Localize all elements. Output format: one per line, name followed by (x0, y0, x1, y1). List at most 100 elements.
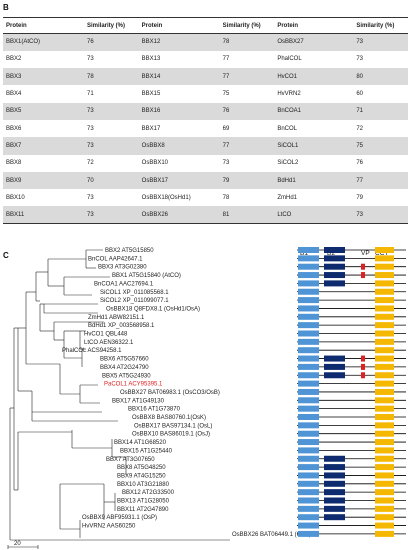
leaf-label: BBX3 AT3G02380 (98, 265, 147, 271)
table-cell: BBX8 (6, 160, 22, 167)
b-box1-domain (298, 430, 319, 437)
table-cell: 78 (84, 68, 139, 86)
table-cell: BBX17 (141, 125, 161, 132)
b-box1-domain (298, 447, 319, 454)
leaf-label: BBX1 AT5G15840 (AtCO) (112, 273, 181, 279)
b-box2-domain (324, 255, 345, 262)
domain-row (297, 414, 406, 420)
leaf-label: BBX2 AT5G15850 (105, 248, 154, 254)
domain-row (297, 247, 406, 253)
domain-row (297, 480, 406, 487)
domain-row (297, 447, 406, 454)
cct-domain (375, 414, 394, 420)
b-box1-domain (298, 422, 319, 429)
table-cell: 77 (222, 56, 230, 63)
table-cell: BBX11 (3, 206, 84, 225)
b-box2-domain (324, 263, 345, 270)
domain-row (297, 505, 406, 512)
cct-domain (375, 330, 394, 337)
cct-domain (375, 297, 394, 304)
leaf-label: BBX9 AT4G15250 (117, 473, 166, 479)
cct-domain (375, 272, 394, 279)
domain-row (297, 522, 406, 529)
domain-row (297, 405, 406, 412)
cct-domain (375, 397, 394, 404)
domain-row (297, 355, 406, 362)
b-box2-domain (324, 363, 345, 370)
table-cell: BBX9 (3, 171, 84, 190)
leaf-label: BBX4 AT2G24790 (100, 365, 149, 371)
table-cell: 73 (353, 33, 408, 51)
table-cell: 73 (87, 125, 94, 132)
domain-row (297, 530, 406, 537)
cct-domain (375, 439, 394, 446)
table-cell: ZmHd1 (277, 194, 298, 201)
table-cell: BBX16 (138, 102, 220, 120)
vp-motif (361, 372, 365, 379)
cct-domain (375, 255, 394, 262)
leaf-label: LtCO AEN36322.1 (84, 340, 134, 346)
table-cell: 72 (87, 160, 94, 167)
tree-branches (7, 249, 230, 549)
cct-domain (375, 355, 394, 362)
cct-domain (375, 464, 394, 471)
leaf-label: SiCOL1 XP_011085568.1 (100, 290, 169, 296)
b-box2-domain (324, 489, 345, 496)
cct-domain (375, 305, 394, 312)
domain-row (297, 497, 406, 504)
table-cell: OsBBX17 (138, 171, 220, 190)
b-box1-domain (298, 397, 319, 404)
leaf-label: ZmHd1 ABW82151.1 (88, 315, 145, 321)
b-box1-domain (298, 313, 319, 320)
b-box2-domain (324, 247, 345, 253)
table-cell: 77 (219, 137, 275, 155)
b-box2-domain (324, 464, 345, 471)
leaf-label: HvCO1 QBL448 (84, 332, 128, 338)
leaf-label: OsBBX17 BAS97134.1 (OsL) (134, 423, 212, 429)
table-cell: 73 (87, 56, 94, 63)
leaf-label: OsBBX18 Q8FDX8.1 (OsHd1/OsA) (106, 306, 200, 312)
cct-domain (375, 313, 394, 320)
leaf-label: BBX6 AT5G57660 (100, 357, 149, 363)
cct-domain (375, 338, 394, 345)
b-box1-domain (298, 255, 319, 262)
b-box2-domain (324, 455, 345, 462)
leaf-label: OsBBX9 ABF95931.1 (OsP) (82, 515, 157, 521)
b-box1-domain (298, 530, 319, 537)
table-header-row: Protein Similarity (%) Protein Similarit… (3, 17, 408, 34)
domain-row (297, 397, 406, 404)
domain-header-b2: B2 (327, 250, 335, 257)
cct-domain (375, 505, 394, 512)
cct-domain (375, 489, 394, 496)
cct-domain (375, 430, 394, 437)
domain-row (297, 514, 406, 521)
table-cell: HvCO1 (274, 68, 354, 86)
table-cell: BBX14 (138, 68, 220, 86)
b-box2-domain (324, 355, 345, 362)
table-cell: 72 (356, 125, 363, 132)
cct-domain (375, 472, 394, 479)
table-row: BBX3 78 BBX14 77 HvCO1 80 (3, 68, 408, 86)
table-cell: 76 (356, 160, 363, 167)
cct-domain (375, 280, 394, 287)
phylogenetic-tree-figure: B1 B2 VP CCT 20 BBX2 AT5G15 (7, 247, 406, 549)
domain-row (297, 322, 406, 329)
domain-row (297, 363, 406, 370)
domain-architecture (297, 247, 406, 537)
scale-bar-label: 20 (14, 541, 21, 547)
b-box1-domain (298, 505, 319, 512)
similarity-table: Protein Similarity (%) Protein Similarit… (3, 17, 408, 225)
cct-domain (375, 522, 394, 529)
cct-domain (375, 288, 394, 295)
leaf-label: BBX11 AT2G47890 (117, 507, 169, 513)
b-box1-domain (298, 305, 319, 312)
table-cell: BBX10 (6, 194, 25, 201)
cct-domain (375, 363, 394, 370)
table-cell: 75 (222, 91, 230, 98)
table-cell: LtCO (274, 206, 354, 225)
table-cell: BdHd1 (274, 171, 354, 190)
leaf-label: OsBBX27 BAT06983.1 (OsCO3/OsB) (120, 390, 220, 396)
domain-header-cct: CCT (375, 250, 388, 257)
table-cell: 81 (219, 206, 275, 225)
domain-row (297, 338, 406, 345)
